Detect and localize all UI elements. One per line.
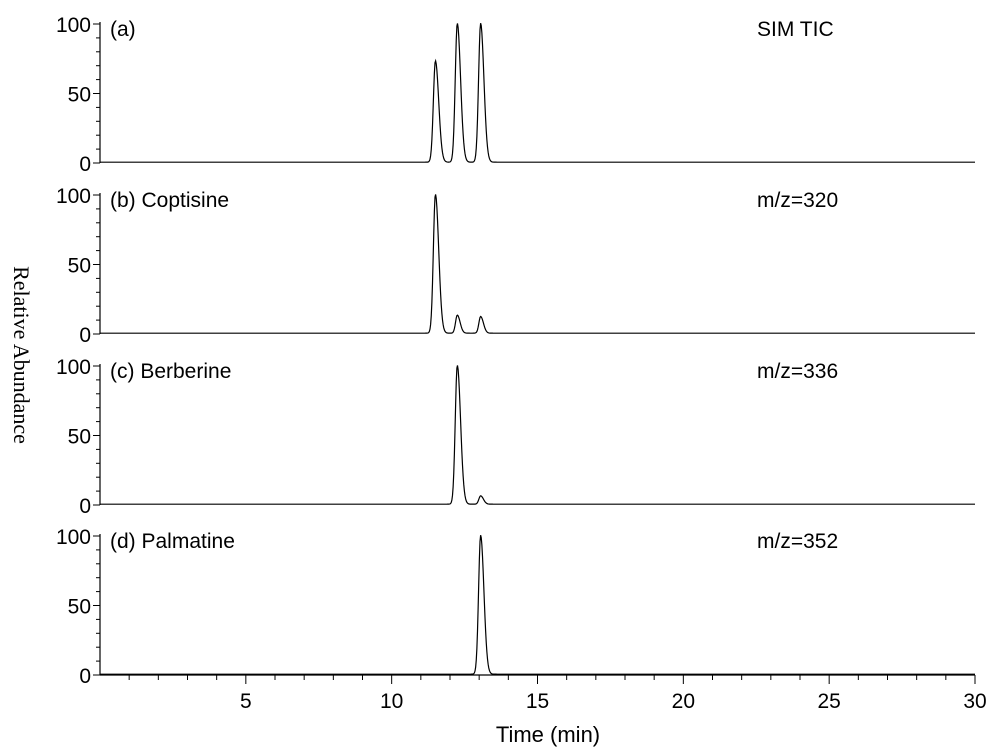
channel-label: m/z=336 [757,360,838,383]
panel-0: 0 50 100 (a) SIM TIC [56,14,975,176]
x-tick-label: 5 [240,690,252,713]
panel-label: (b) Coptisine [110,189,229,212]
x-tick-label: 30 [963,690,986,713]
chromatogram-trace [100,194,975,334]
y-tick-label: 50 [68,596,91,619]
x-axis-title: Time (min) [496,722,600,747]
panel-1: 0 50 100 (b) Coptisine m/z=320 [56,185,975,347]
channel-label: SIM TIC [757,18,834,41]
chromatogram-trace [100,365,975,505]
x-tick-label: 10 [380,690,403,713]
channel-label: m/z=320 [757,189,838,212]
y-tick-label: 0 [79,324,91,347]
x-tick-label: 15 [526,690,549,713]
y-tick-label: 0 [79,495,91,518]
channel-label: m/z=352 [757,530,838,553]
x-axis: 5 10 15 20 25 30 [100,674,987,713]
panel-2: 0 50 100 (c) Berberine m/z=336 [56,356,975,518]
y-tick-label: 100 [56,356,91,379]
y-tick-label: 100 [56,14,91,37]
y-tick-label: 50 [68,426,91,449]
x-tick-label: 25 [817,690,840,713]
chromatogram-trace [100,23,975,163]
y-tick-label: 50 [68,255,91,278]
panel-3: 0 50 100 (d) Palmatine m/z=352 [56,526,975,688]
x-tick-label: 20 [672,690,695,713]
panel-label: (d) Palmatine [110,530,235,553]
panel-label: (a) [110,18,136,41]
panel-label: (c) Berberine [110,360,231,383]
y-tick-label: 50 [68,84,91,107]
y-tick-label: 100 [56,526,91,549]
y-axis-title: Relative Abundance [9,266,34,444]
panels: 0 50 100 (a) SIM TIC 0 50 100 (b) Coptisine m/z=3… [56,14,975,688]
y-tick-label: 0 [79,665,91,688]
chromatogram-trace [100,535,975,675]
y-tick-label: 100 [56,185,91,208]
y-tick-label: 0 [79,153,91,176]
